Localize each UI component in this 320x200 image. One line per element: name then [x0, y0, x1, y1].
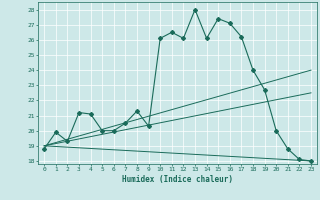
X-axis label: Humidex (Indice chaleur): Humidex (Indice chaleur): [122, 175, 233, 184]
